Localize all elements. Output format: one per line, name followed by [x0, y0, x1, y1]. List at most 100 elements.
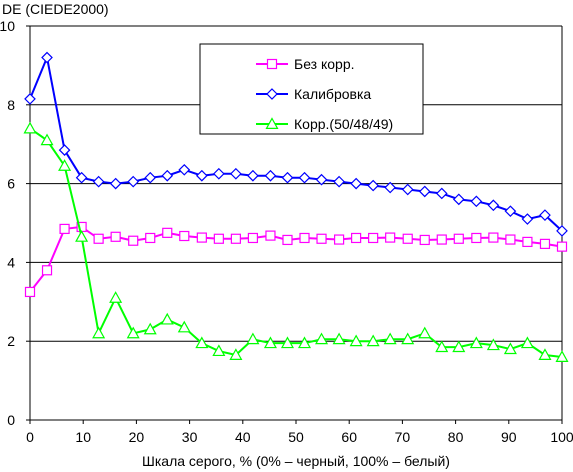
data-point: [556, 241, 568, 252]
y-axis-title: DE (CIEDE2000): [2, 1, 109, 17]
data-point: [160, 312, 174, 325]
data-point: [196, 232, 207, 243]
data-point: [452, 193, 465, 206]
data-point: [299, 232, 310, 244]
data-point: [538, 348, 552, 360]
data-point: [177, 320, 191, 333]
series-line: [29, 127, 563, 358]
data-point: [384, 181, 397, 194]
y-tick-label: 0: [7, 412, 15, 428]
data-point: [23, 121, 37, 134]
data-point: [350, 177, 362, 190]
data-point: [298, 171, 311, 184]
data-point: [162, 227, 173, 238]
data-point: [471, 232, 482, 244]
data-point: [556, 225, 568, 237]
x-axis-title: Шкала серого, % (0% – черный, 100% – бел…: [142, 453, 450, 469]
y-ticks: 0 2 4 6 8 10: [0, 18, 30, 428]
data-point: [315, 173, 328, 186]
data-point: [178, 163, 191, 176]
data-point: [127, 175, 140, 188]
data-point: [333, 234, 345, 245]
data-point: [128, 235, 139, 246]
series-line: [29, 225, 563, 293]
data-point: [539, 238, 551, 249]
data-point: [539, 209, 551, 221]
data-point: [368, 232, 379, 244]
data-point: [229, 348, 243, 360]
data-point: [435, 187, 448, 200]
data-point: [213, 233, 224, 244]
data-point: [316, 233, 327, 244]
series-1: [24, 51, 568, 237]
data-point: [92, 175, 105, 188]
data-point: [555, 350, 569, 362]
legend-label: Без корр.: [294, 56, 355, 72]
y-tick-label: 6: [7, 176, 15, 192]
data-point: [315, 332, 329, 345]
data-point: [435, 340, 449, 353]
x-tick-label: 80: [448, 429, 464, 445]
data-point: [332, 332, 346, 345]
data-point: [487, 199, 500, 212]
legend-label: Калибровка: [294, 86, 371, 102]
data-point: [522, 236, 533, 248]
data-point: [230, 167, 242, 180]
legend-swatch-marker: [265, 117, 279, 129]
data-point: [470, 195, 483, 208]
data-point: [282, 234, 293, 246]
data-point: [453, 233, 464, 244]
data-point: [488, 232, 499, 243]
data-point: [247, 232, 259, 244]
data-point: [143, 322, 157, 335]
x-tick-label: 70: [395, 429, 411, 445]
data-point: [521, 213, 534, 225]
data-point: [333, 175, 345, 188]
data-point: [418, 185, 431, 198]
data-point: [41, 265, 53, 276]
data-point: [263, 336, 277, 349]
data-point: [469, 336, 483, 349]
data-point: [486, 338, 500, 351]
data-point: [58, 144, 71, 156]
series-0: [24, 221, 568, 298]
data-point: [452, 340, 466, 353]
data-point: [40, 133, 54, 146]
y-tick-label: 10: [0, 18, 15, 34]
legend-swatch-marker: [266, 88, 278, 100]
data-point: [75, 171, 88, 184]
data-point: [520, 336, 534, 349]
data-point: [179, 230, 190, 242]
data-point: [247, 169, 259, 182]
data-point: [264, 169, 277, 182]
data-point: [161, 169, 174, 182]
data-point: [213, 167, 225, 180]
data-point: [385, 232, 396, 243]
data-point: [436, 234, 447, 245]
data-point: [265, 230, 276, 241]
x-tick-label: 50: [288, 429, 304, 445]
legend: Без корр. Калибровка Корр.(50/48/49): [199, 43, 424, 135]
data-point: [144, 171, 157, 184]
legend-swatch-marker: [266, 58, 278, 70]
y-tick-label: 2: [7, 333, 15, 349]
data-point: [195, 336, 209, 349]
data-point: [58, 159, 72, 171]
x-ticks: 0 10 20 30 40 50 60 70 80 90 100: [26, 420, 573, 445]
data-point: [349, 334, 363, 347]
data-point: [24, 93, 36, 105]
y-tick-label: 8: [7, 97, 15, 113]
data-point: [145, 232, 156, 244]
data-point: [367, 179, 379, 192]
y-tick-label: 4: [7, 254, 15, 270]
data-point: [212, 344, 226, 357]
x-tick-label: 60: [341, 429, 357, 445]
legend-box: [199, 43, 424, 135]
data-point: [92, 326, 106, 339]
x-tick-label: 0: [26, 429, 34, 445]
legend-label: Корр.(50/48/49): [294, 116, 393, 132]
data-point: [366, 334, 380, 347]
data-point: [505, 234, 516, 245]
data-point: [401, 332, 415, 345]
